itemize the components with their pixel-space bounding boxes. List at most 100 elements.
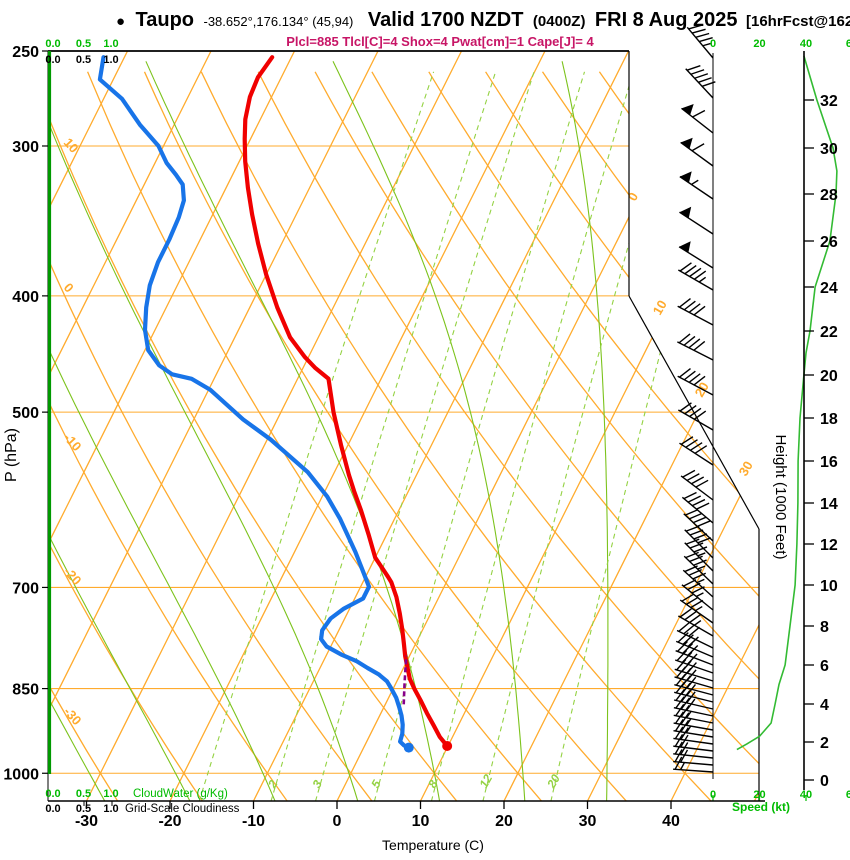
wind-barb (683, 509, 714, 542)
wind-barb (678, 241, 714, 269)
wind-barb-feather (676, 649, 688, 662)
wind-barb-half-feather (698, 276, 707, 283)
dry-adiabat-line (655, 71, 759, 801)
wind-barb-feather (693, 559, 707, 566)
wind-barb-feather (683, 335, 696, 346)
temp-tick-label: 20 (495, 813, 513, 830)
wind-barb (683, 551, 714, 585)
wind-barb (686, 24, 714, 59)
isotherm-line (85, 51, 463, 801)
gridscale-scale-label-bottom: 1.0 (103, 803, 118, 815)
wind-barb-feather (694, 73, 709, 79)
wind-barb-feather (685, 538, 700, 545)
dry-adiabat-line (598, 71, 759, 801)
pressure-tick-label: 1000 (3, 766, 39, 783)
height-tick-label: 30 (820, 141, 838, 158)
wind-barb-feather (679, 298, 691, 308)
temp-tick-label: -30 (75, 813, 98, 830)
wind-barb-feather (693, 533, 708, 540)
mixing-ratio-line (314, 71, 535, 801)
mixing-ratio-label: 20 (544, 772, 563, 792)
wind-barb (678, 262, 714, 291)
pressure-tick-label: 300 (12, 139, 39, 156)
wind-barb-feather (687, 636, 699, 647)
valid-time: Valid 1700 NZDT (368, 9, 524, 31)
wind-barb (679, 593, 714, 624)
wind-barb-feather (696, 502, 710, 510)
cloudwater-scale-label-bottom: 1.0 (103, 788, 118, 800)
wind-barb-feather (692, 109, 706, 118)
wind-barb-shaft (673, 768, 714, 773)
gridscale-scale-label-top: 0.5 (76, 54, 91, 66)
wind-barb (678, 608, 714, 637)
speed-axis-title: Speed (kt) (732, 800, 790, 814)
wind-barb-half-feather (697, 565, 706, 570)
wind-barb-feather (682, 642, 694, 654)
wind-barb-feather (682, 469, 696, 478)
wind-barb-pennant (679, 206, 692, 219)
wind-barb-feather (674, 718, 684, 732)
wind-barb (674, 649, 714, 674)
wind-barb (679, 436, 714, 466)
isotherm-label: 10 (650, 297, 670, 317)
wind-barb (678, 402, 714, 431)
wind-barb-feather (690, 69, 705, 75)
wind-barb-feather (693, 270, 707, 280)
wind-barb-feather (680, 734, 689, 748)
height-tick-label: 32 (820, 93, 838, 110)
wind-barb-shaft (679, 211, 714, 235)
wind-barb-feather (674, 749, 683, 763)
wind-barb-half-feather (691, 179, 699, 186)
wind-barb-feather (686, 596, 699, 605)
height-tick-label: 28 (820, 187, 838, 204)
wind-barb-feather (683, 624, 695, 635)
wind-barb-feather (687, 644, 699, 656)
wind-barb-feather (677, 641, 688, 652)
wind-barb-feather (683, 300, 696, 311)
wind-barb-feather (679, 608, 692, 618)
isotherm-label: 0 (625, 190, 642, 204)
gridscale-scale-label-bottom: 0.5 (76, 803, 91, 815)
isotherm-label: 30 (736, 458, 756, 478)
wind-barb-feather (688, 338, 701, 349)
dry-adiabat-line (48, 71, 373, 801)
height-tick-label: 2 (820, 735, 829, 752)
surface-dewpoint-dot (403, 742, 414, 753)
wind-barb-feather (680, 697, 691, 710)
wind-barb-feather (679, 402, 692, 412)
wind-barb-shaft (684, 529, 714, 559)
speed-tick-label-top: 60 (846, 38, 850, 50)
wind-barb-feather (695, 32, 710, 38)
height-tick-label: 18 (820, 411, 838, 428)
wind-barb-feather (676, 658, 687, 671)
dry-adiabat-line (48, 71, 288, 801)
wind-barb (685, 65, 716, 99)
wind-barb-shaft (678, 409, 714, 431)
wind-barb-feather (689, 442, 703, 451)
wind-barb-feather (680, 436, 694, 445)
wind-barb-feather (675, 666, 687, 678)
dry-adiabat-label: -20 (61, 564, 85, 588)
wind-barb-feather (684, 509, 699, 516)
dry-adiabat-line (371, 71, 759, 801)
wind-barb-feather (684, 264, 697, 275)
wind-barb-shaft (679, 176, 714, 200)
dry-adiabat-line (485, 71, 759, 801)
pressure-tick-label: 400 (12, 289, 39, 306)
height-tick-label: 6 (820, 658, 829, 675)
wind-barb-half-feather (695, 605, 703, 612)
cloudwater-scale-label-bottom: 0.5 (76, 788, 91, 800)
wind-barb (682, 565, 714, 598)
wind-barb (677, 298, 714, 326)
temp-tick-label: 40 (662, 813, 680, 830)
dry-adiabat-line (314, 71, 759, 801)
wind-barb (684, 525, 714, 559)
wind-barb-feather (681, 593, 695, 602)
wind-barb-shaft (678, 269, 714, 291)
wind-barb-shaft (674, 659, 714, 674)
wind-barb-feather (680, 704, 690, 718)
wind-barb-feather (691, 28, 706, 34)
mixing-ratio-line (430, 71, 634, 801)
moist-adiabat-line (145, 61, 441, 801)
forecast-tag: [16hrFcst@1620z] (746, 13, 850, 30)
